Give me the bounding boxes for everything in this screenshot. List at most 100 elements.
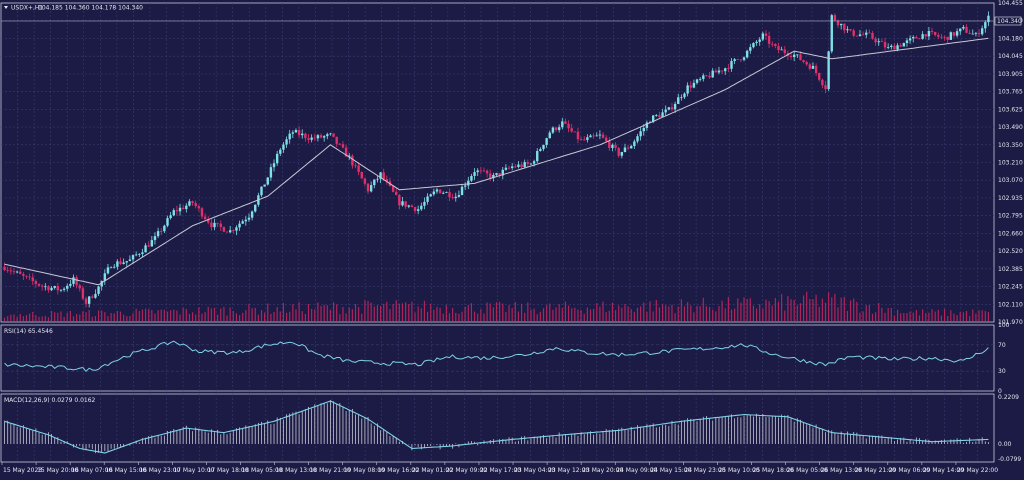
candle-body <box>116 261 119 267</box>
candle-body <box>476 170 479 173</box>
candle <box>3 262 6 272</box>
candle-body <box>62 288 66 290</box>
candle <box>144 243 147 253</box>
candle-body <box>717 70 721 73</box>
candle <box>401 197 404 207</box>
candle <box>811 62 815 70</box>
candle <box>689 81 692 93</box>
candle-body <box>598 134 602 136</box>
rsi-tick-label: 30 <box>998 368 1006 375</box>
time-tick-label: 26 May 13:00 <box>821 467 862 474</box>
candle <box>733 57 736 65</box>
candle-body <box>495 173 498 175</box>
candle <box>617 146 620 158</box>
candle-body <box>492 174 495 179</box>
candle <box>94 289 97 299</box>
candle-body <box>918 38 921 40</box>
candle <box>291 130 295 139</box>
candle-body <box>836 20 840 26</box>
candle <box>307 134 310 144</box>
candle-body <box>780 49 783 51</box>
price-tick-label: 103.490 <box>998 124 1023 131</box>
candle <box>272 159 276 172</box>
candle-body <box>288 133 291 140</box>
candle <box>442 191 445 195</box>
candle <box>673 101 677 114</box>
candle-body <box>363 178 367 184</box>
candle <box>846 26 849 33</box>
candle-body <box>210 222 213 228</box>
candle <box>818 72 821 82</box>
time-tick-label: 16 May 15:00 <box>105 467 146 474</box>
candle <box>702 73 705 82</box>
candle-body <box>351 155 354 166</box>
candle-body <box>263 184 266 187</box>
candle <box>683 92 686 100</box>
candle <box>329 132 332 136</box>
candle <box>250 210 254 221</box>
rsi-levels <box>1 344 994 372</box>
candle-body <box>125 261 128 263</box>
candle-body <box>968 32 971 34</box>
candle-body <box>874 38 877 43</box>
candle <box>34 279 38 288</box>
candle <box>736 59 739 61</box>
candle-body <box>138 253 141 255</box>
candle <box>172 208 175 217</box>
candle-body <box>579 139 583 141</box>
candle-body <box>432 191 436 195</box>
ohlc-readout: 104.185 104.360 104.178 104.340 <box>38 5 143 12</box>
candle-body <box>100 280 103 287</box>
candle <box>542 144 545 152</box>
candle <box>774 43 777 49</box>
candle-body <box>413 207 417 211</box>
candle-body <box>401 201 404 206</box>
candle-body <box>366 183 370 192</box>
candle <box>44 283 47 291</box>
candle <box>557 124 561 133</box>
candle <box>84 296 88 308</box>
rsi-label: RSI(14) 65.4546 <box>4 328 53 335</box>
candle-body <box>185 205 188 210</box>
candle-body <box>608 141 611 148</box>
candle <box>943 35 946 41</box>
candle <box>420 202 423 211</box>
candle-body <box>792 54 796 58</box>
candle-body <box>843 23 846 31</box>
candle <box>113 264 116 269</box>
candle-body <box>586 137 589 140</box>
candle <box>460 184 464 196</box>
candle <box>576 127 580 144</box>
candle <box>438 189 442 194</box>
candle <box>467 176 470 190</box>
candle <box>335 136 338 147</box>
candle-body <box>247 217 251 220</box>
candle-body <box>322 136 326 138</box>
triangle-down-icon[interactable] <box>4 6 8 9</box>
candle-body <box>771 43 774 45</box>
candle <box>282 142 285 153</box>
candle <box>636 133 639 144</box>
candle-body <box>962 26 965 29</box>
candle <box>536 148 539 163</box>
candle <box>463 182 467 191</box>
candle-body <box>200 208 204 217</box>
candle-body <box>702 75 705 79</box>
candle-body <box>78 285 81 289</box>
candle-body <box>724 68 727 72</box>
candle <box>153 232 157 245</box>
current-price-text: 104.340 <box>997 18 1022 25</box>
candle-body <box>799 54 802 61</box>
candle <box>955 28 959 38</box>
candle <box>749 43 752 54</box>
candle <box>965 24 968 34</box>
candle-body <box>238 223 241 228</box>
candle-body <box>395 191 398 196</box>
candle-body <box>849 29 852 31</box>
candle-body <box>774 43 777 47</box>
candle <box>244 216 248 226</box>
candle-body <box>56 285 60 291</box>
candle <box>802 59 805 64</box>
candle <box>933 31 937 37</box>
